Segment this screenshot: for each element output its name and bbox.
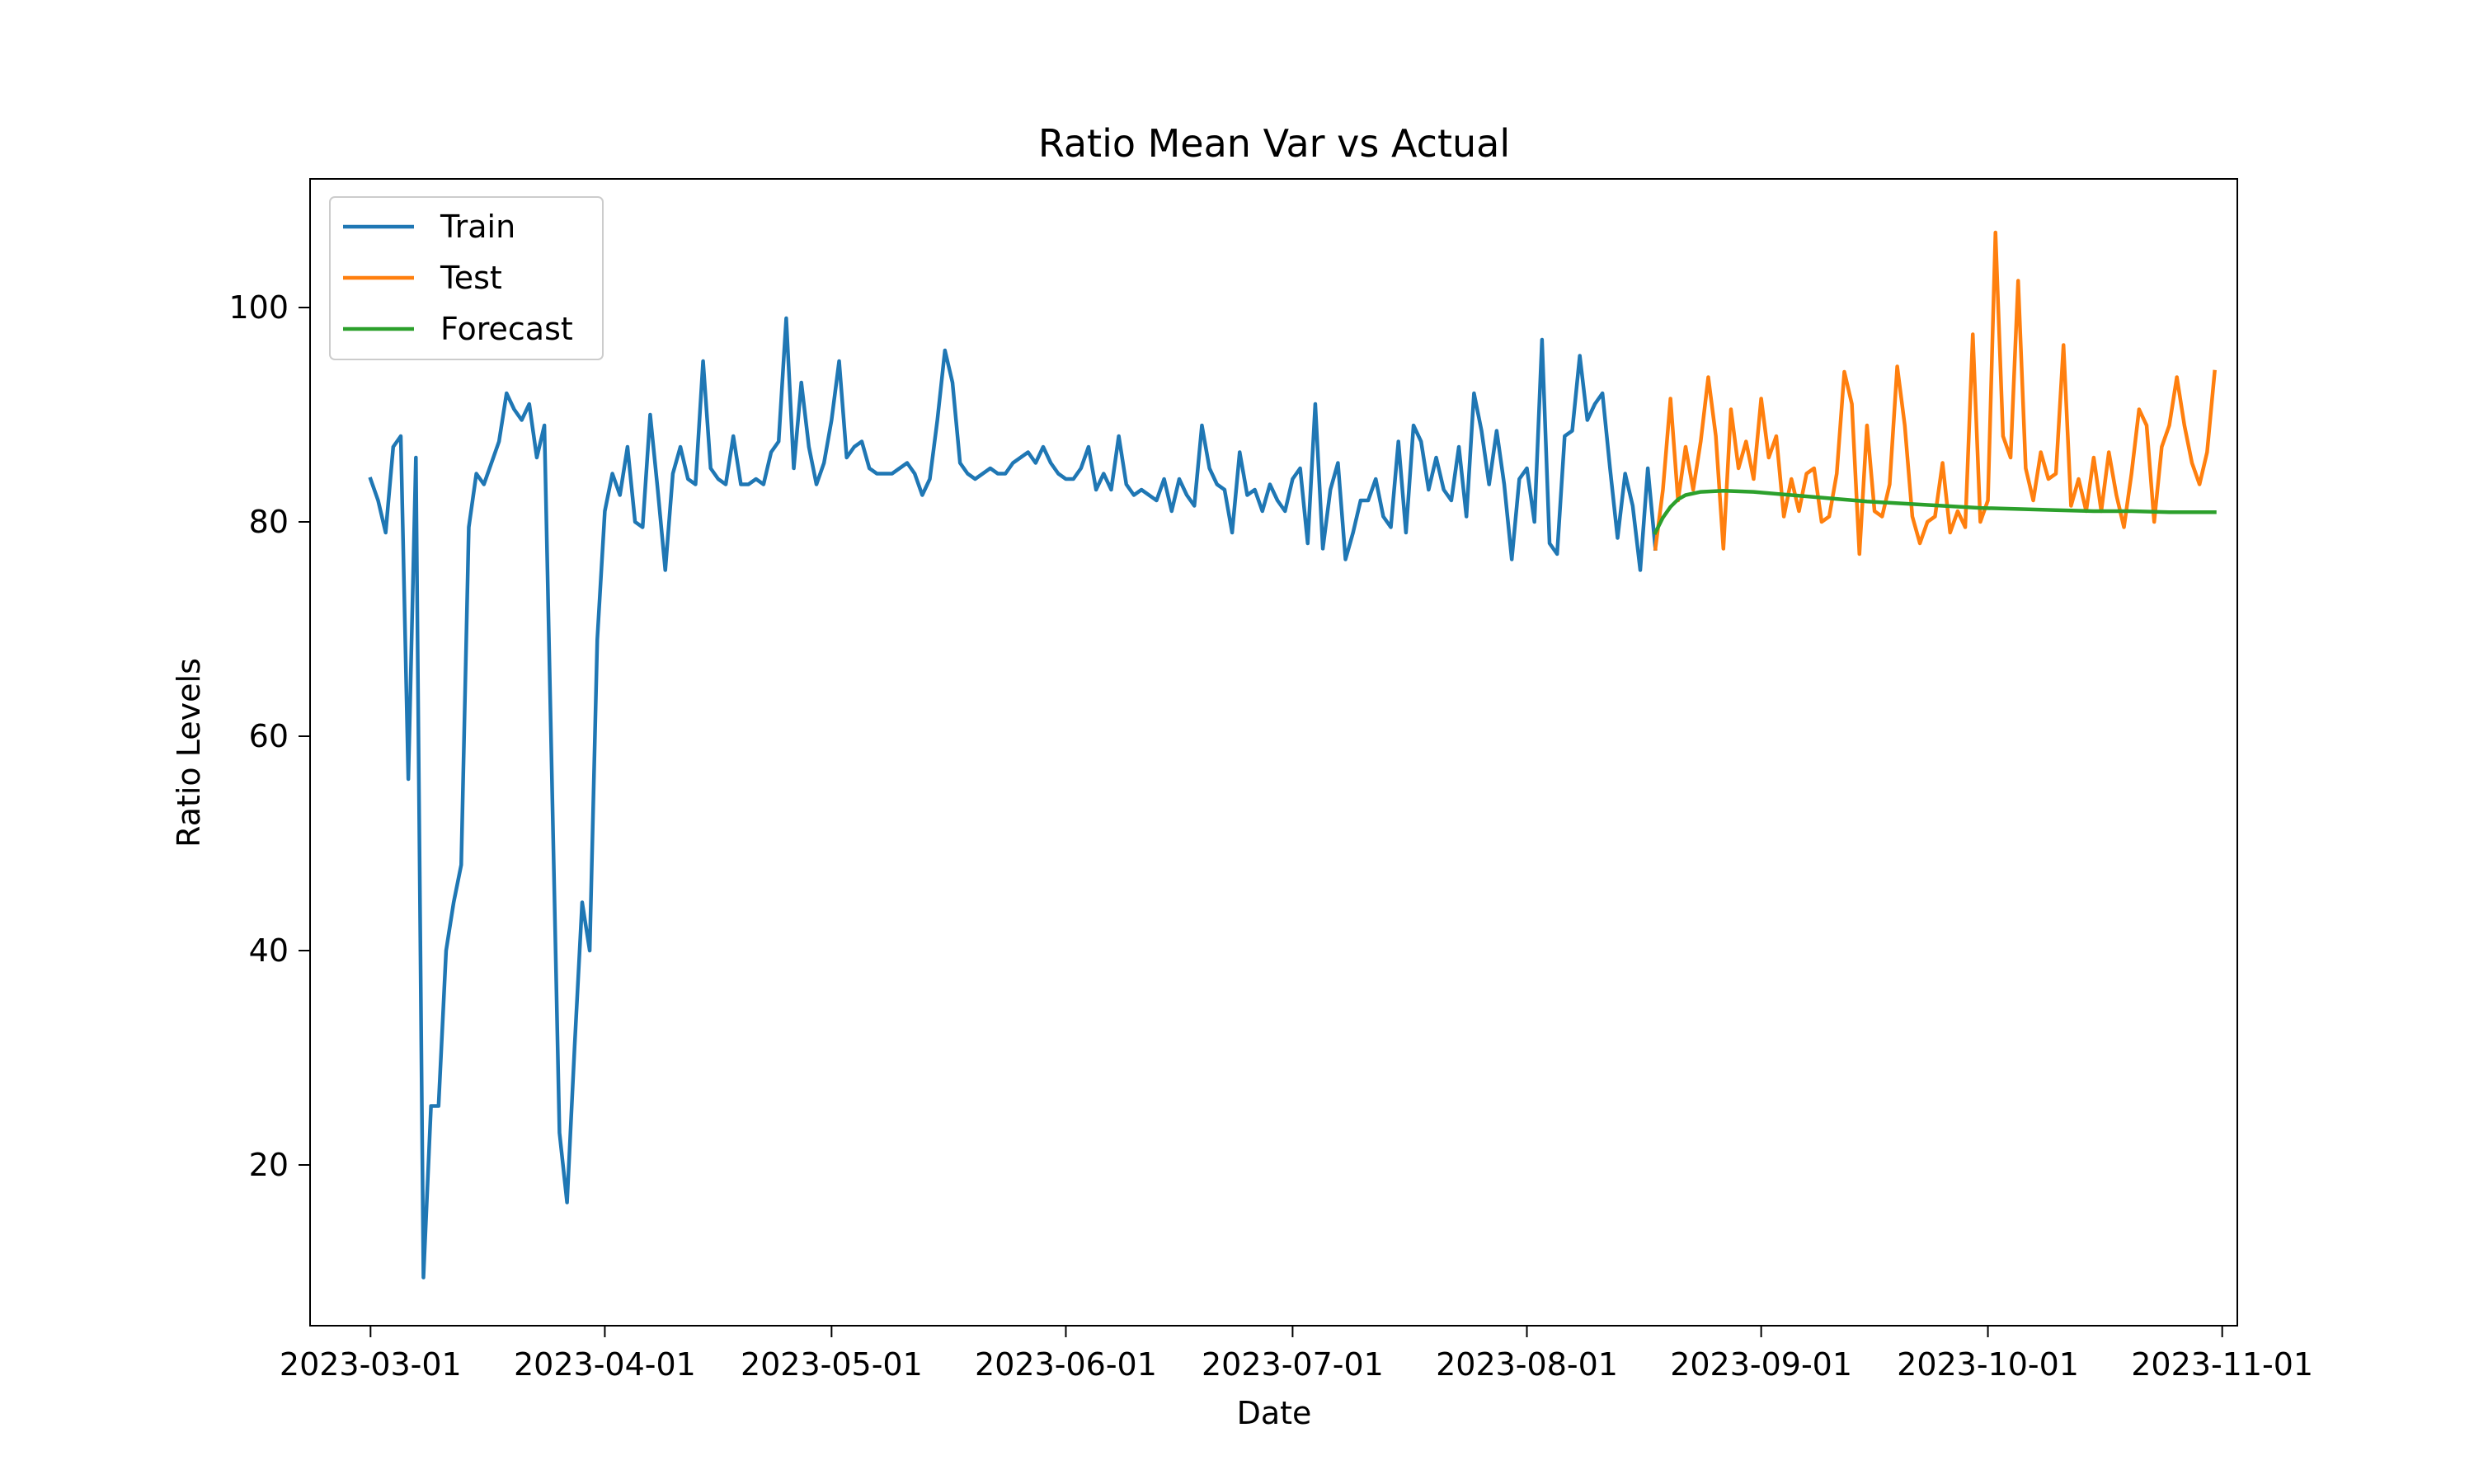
series-line-forecast [1653,489,2217,536]
x-tick-label: 2023-11-01 [2131,1346,2313,1383]
series-line-test [1653,230,2217,556]
chart-title: Ratio Mean Var vs Actual [1038,121,1510,166]
y-axis-label: Ratio Levels [171,658,207,848]
x-tick-label: 2023-03-01 [280,1346,462,1383]
x-axis-label: Date [1237,1395,1312,1431]
legend-label-train: Train [440,209,515,245]
legend-box [329,196,604,360]
legend-label-forecast: Forecast [440,311,573,347]
legend: Train Test Forecast [329,196,604,360]
y-tick-label: 20 [249,1147,289,1183]
x-tick-label: 2023-09-01 [1670,1346,1852,1383]
x-tick-label: 2023-04-01 [514,1346,696,1383]
x-tick-label: 2023-07-01 [1202,1346,1384,1383]
y-tick-label: 80 [249,504,289,540]
y-axis: 20 40 60 80 100 [228,289,310,1183]
series-line-train [368,316,1658,1280]
y-tick-label: 40 [249,932,289,969]
legend-label-test: Test [440,260,502,296]
plot-frame [309,178,2238,1327]
x-tick-label: 2023-05-01 [741,1346,923,1383]
y-tick-label: 60 [249,718,289,754]
series-layer [368,230,2217,1280]
x-tick-label: 2023-06-01 [975,1346,1157,1383]
x-tick-label: 2023-10-01 [1897,1346,2079,1383]
x-tick-label: 2023-08-01 [1436,1346,1618,1383]
y-tick-label: 100 [228,289,289,326]
x-axis: 2023-03-01 2023-04-01 2023-05-01 2023-06-01… [280,1326,2313,1383]
